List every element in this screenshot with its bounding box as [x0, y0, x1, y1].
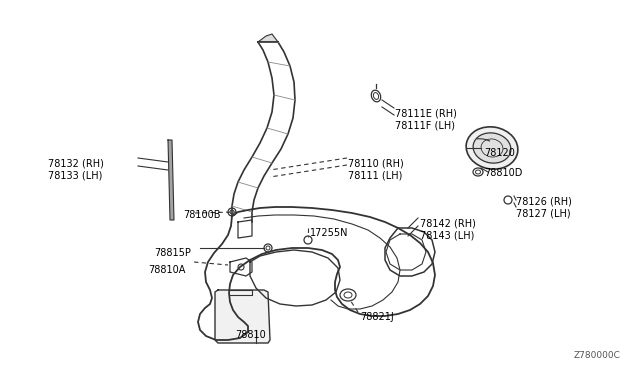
Text: 78810D: 78810D — [484, 168, 522, 178]
Polygon shape — [258, 34, 278, 42]
Text: 78142 (RH)
78143 (LH): 78142 (RH) 78143 (LH) — [420, 218, 476, 240]
Text: 78810: 78810 — [235, 330, 266, 340]
Ellipse shape — [466, 127, 518, 169]
Text: 17255N: 17255N — [310, 228, 349, 238]
Ellipse shape — [473, 133, 511, 163]
Text: 78111E (RH)
78111F (LH): 78111E (RH) 78111F (LH) — [395, 108, 457, 131]
Text: Z780000C: Z780000C — [574, 351, 621, 360]
Text: 78132 (RH)
78133 (LH): 78132 (RH) 78133 (LH) — [48, 158, 104, 180]
Text: 78810A: 78810A — [148, 265, 186, 275]
Text: 78100B: 78100B — [183, 210, 221, 220]
Text: 78120: 78120 — [484, 148, 515, 158]
Polygon shape — [215, 290, 270, 343]
Text: 78110 (RH)
78111 (LH): 78110 (RH) 78111 (LH) — [348, 158, 404, 180]
Text: 78815P: 78815P — [154, 248, 191, 258]
Polygon shape — [168, 140, 174, 220]
Text: 78126 (RH)
78127 (LH): 78126 (RH) 78127 (LH) — [516, 196, 572, 218]
Text: 78821J: 78821J — [360, 312, 394, 322]
